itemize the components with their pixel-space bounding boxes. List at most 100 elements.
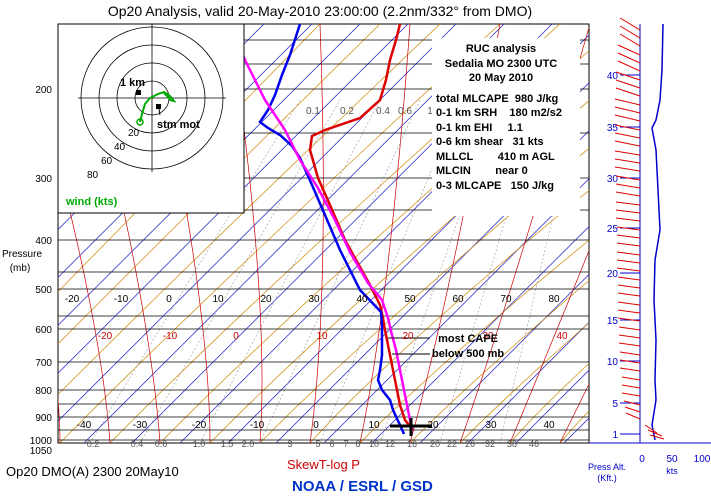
svg-text:30: 30	[485, 420, 497, 431]
svg-text:8: 8	[355, 439, 360, 449]
svg-text:26: 26	[465, 439, 475, 449]
svg-text:1: 1	[612, 430, 618, 441]
info-row-mllcl: MLLCL 410 m AGL	[436, 150, 555, 163]
svg-text:32: 32	[485, 439, 495, 449]
footer-station-label: Op20 DMO(A) 2300 20May10	[6, 464, 179, 479]
svg-text:10: 10	[316, 331, 328, 342]
svg-text:0.2: 0.2	[87, 439, 100, 449]
footer-brand: NOAA / ESRL / GSD	[292, 478, 433, 495]
svg-text:1.5: 1.5	[221, 439, 234, 449]
svg-text:30: 30	[308, 294, 320, 305]
footer-chart-type: SkewT-log P	[287, 457, 360, 472]
svg-text:10: 10	[369, 439, 379, 449]
info-row-03mlcape: 0-3 MLCAPE 150 J/kg	[436, 179, 554, 192]
info-box-bg	[432, 38, 580, 216]
info-header-2: Sedalia MO 2300 UTC	[444, 57, 558, 70]
svg-text:500: 500	[35, 285, 52, 296]
svg-text:80: 80	[87, 170, 99, 181]
svg-text:0: 0	[639, 454, 645, 465]
moist-adiabat-labels: -20 -10 0 10 20 30 40	[98, 331, 568, 342]
svg-text:0.4: 0.4	[131, 439, 144, 449]
svg-text:10: 10	[368, 420, 380, 431]
svg-text:20: 20	[128, 128, 140, 139]
svg-text:800: 800	[35, 386, 52, 397]
svg-text:15: 15	[607, 316, 619, 327]
temperature-ticks-upper: -20 -10 0 10 20 30 40 50 60 70 80	[65, 294, 560, 305]
svg-text:22: 22	[447, 439, 457, 449]
svg-text:1000: 1000	[30, 436, 53, 447]
svg-text:20: 20	[607, 269, 619, 280]
svg-text:1050: 1050	[30, 446, 53, 457]
svg-text:12: 12	[385, 439, 395, 449]
svg-text:0.4: 0.4	[376, 106, 390, 117]
press-alt-ticks: 1 5 10 15 20 25 30 35 40	[607, 71, 619, 441]
cape-annotation-line2: below 500 mb	[432, 348, 505, 360]
svg-text:2.0: 2.0	[242, 439, 255, 449]
cape-annotation: most CAPE below 500 mb	[432, 332, 504, 362]
svg-text:10: 10	[607, 357, 619, 368]
hodograph-stm-label: stm mot	[157, 119, 200, 131]
svg-text:20: 20	[427, 420, 439, 431]
parcel-trace	[228, 24, 414, 431]
svg-text:50: 50	[666, 454, 678, 465]
temperature-ticks-lower: -40 -30 -20 -10 0 10 20 30 40	[77, 420, 555, 431]
pressure-axis-label: Pressure (mb)	[2, 248, 43, 276]
svg-text:40: 40	[607, 71, 619, 82]
hodograph-1km-label: 1 km	[120, 77, 145, 89]
wind-speed-unit: kts	[666, 466, 678, 476]
info-row-ehi: 0-1 km EHI 1.1	[436, 121, 523, 134]
svg-text:900: 900	[35, 413, 52, 424]
svg-text:-20: -20	[192, 420, 207, 431]
svg-text:80: 80	[548, 294, 560, 305]
hodograph-1km-marker	[136, 90, 141, 95]
svg-text:20: 20	[402, 331, 414, 342]
info-box: RUC analysis Sedalia MO 2300 UTC 20 May …	[436, 42, 566, 193]
svg-text:7: 7	[343, 439, 348, 449]
press-alt-label-line2: (Kft.)	[597, 473, 617, 483]
svg-text:1: 1	[427, 106, 433, 117]
pressure-ticks: 200 300 400 500 600 700 800 900 1000 105…	[30, 85, 53, 457]
svg-text:20: 20	[430, 439, 440, 449]
svg-text:600: 600	[35, 325, 52, 336]
svg-text:25: 25	[607, 224, 619, 235]
surface-marker	[390, 418, 432, 436]
chart-title: Op20 Analysis, valid 20-May-2010 23:00:0…	[107, 3, 533, 19]
svg-text:50: 50	[404, 294, 416, 305]
dewpoint-trace	[258, 24, 406, 435]
svg-text:0.1: 0.1	[306, 106, 320, 117]
pressure-label-line1: Pressure	[2, 249, 43, 260]
info-row-shear: 0-6 km shear 31 kts	[436, 136, 544, 148]
svg-text:-30: -30	[133, 420, 148, 431]
svg-text:35: 35	[607, 123, 619, 134]
svg-text:100: 100	[694, 454, 711, 465]
svg-text:0.6: 0.6	[155, 439, 168, 449]
svg-text:60: 60	[452, 294, 464, 305]
svg-text:-40: -40	[77, 420, 92, 431]
svg-text:10: 10	[212, 294, 224, 305]
svg-text:40: 40	[543, 420, 555, 431]
svg-text:40: 40	[356, 294, 368, 305]
hodograph-storm-motion-marker	[156, 104, 161, 109]
info-row-srh: 0-1 km SRH 180 m2/s2	[436, 107, 562, 119]
info-row-mlcape: total MLCAPE 980 J/kg	[436, 92, 559, 105]
svg-text:1.0: 1.0	[193, 439, 206, 449]
svg-text:70: 70	[500, 294, 512, 305]
hodograph-trace	[139, 90, 177, 123]
wind-profile-panel: 1 5 10 15 20 25 30 35 40	[589, 17, 711, 476]
mixing-ratio-labels: 0.2 0.4 0.6 1.0 1.5 2.0 3 5 6 7 8 10 12 …	[87, 439, 539, 449]
hodograph-ring-labels: 20 40 60 80	[87, 128, 140, 181]
svg-text:0: 0	[313, 420, 319, 431]
info-header-3: 20 May 2010	[468, 72, 534, 84]
svg-text:60: 60	[101, 156, 113, 167]
svg-text:30: 30	[607, 174, 619, 185]
svg-text:38: 38	[507, 439, 517, 449]
wind-barbs	[614, 17, 665, 440]
hodograph-inset: 20 40 60 80 1 km stm mot	[57, 23, 245, 214]
wind-speed-ticks: 0 50 100	[639, 454, 711, 465]
svg-text:400: 400	[35, 236, 52, 247]
cape-annotation-line1: most CAPE	[438, 333, 499, 345]
svg-text:20: 20	[260, 294, 272, 305]
svg-text:-10: -10	[163, 331, 178, 342]
info-row-mlcin: MLCIN near 0	[436, 165, 528, 177]
svg-text:6: 6	[329, 439, 334, 449]
